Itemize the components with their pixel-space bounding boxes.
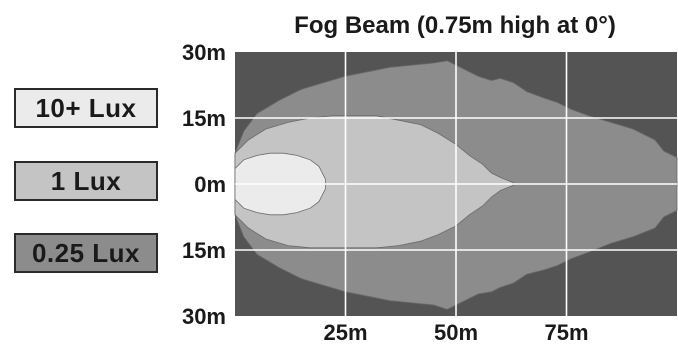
zone-1-lux (234, 115, 514, 249)
axis-tick-labels: 30m 15m 0m 15m 30m 25m 50m 75m (182, 40, 589, 345)
legend-label: 1 Lux (50, 165, 122, 196)
grid-lines (235, 52, 677, 316)
y-tick-label: 15m (182, 238, 226, 263)
legend-item-1-lux: 1 Lux (14, 161, 158, 201)
y-tick-label: 0m (194, 172, 226, 197)
legend-item-0-25-lux: 0.25 Lux (14, 233, 158, 273)
y-tick-label: 15m (182, 106, 226, 131)
legend-item-10-lux: 10+ Lux (14, 88, 158, 128)
y-tick-label: 30m (182, 40, 226, 65)
legend-label: 10+ Lux (35, 92, 137, 123)
x-tick-label: 25m (323, 320, 367, 345)
chart-title: Fog Beam (0.75m high at 0°) (294, 12, 616, 39)
y-tick-label: 30m (182, 304, 226, 329)
x-tick-label: 75m (544, 320, 588, 345)
legend-label: 0.25 Lux (31, 237, 141, 268)
x-tick-label: 50m (434, 320, 478, 345)
